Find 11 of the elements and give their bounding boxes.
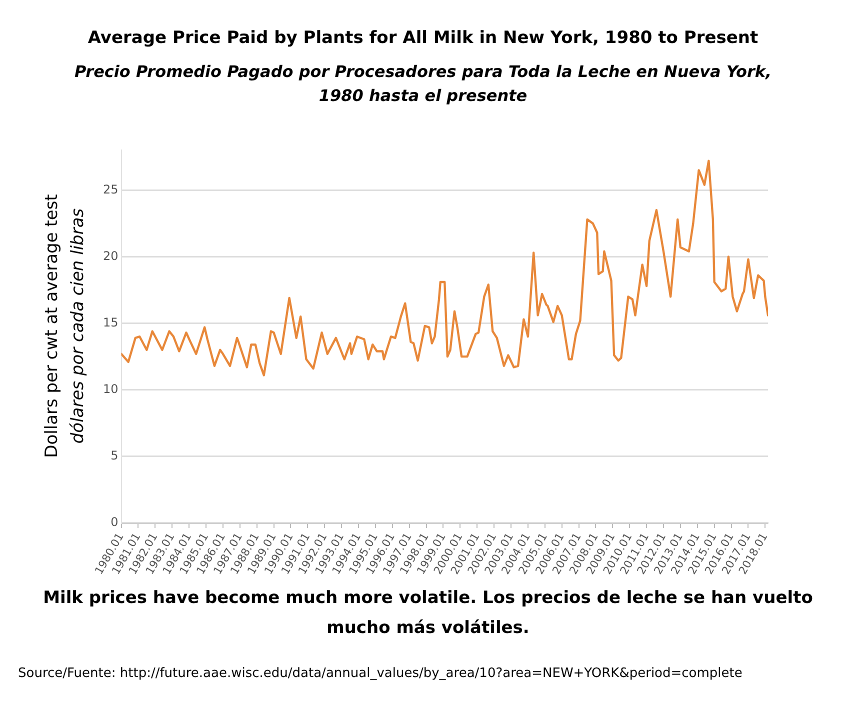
y-tick-label: 0	[110, 515, 118, 530]
source-note: Source/Fuente: http://future.aae.wisc.edu/data/annual_values/by_area/10?area=NEW+YORK&period=complete	[18, 666, 742, 681]
y-tick-label: 5	[110, 448, 118, 463]
y-tick-label: 20	[102, 248, 118, 263]
chart-title: Average Price Paid by Plants for All Milk in New York, 1980 to Present	[86, 28, 760, 48]
text: Milk prices have become much more volatile. Los precios de leche se han vuelto mucho más volátiles.	[42, 587, 814, 640]
y-tick-label: 25	[102, 182, 118, 196]
y-tick-label: 15	[102, 315, 118, 330]
y-tick-label: 10	[102, 382, 118, 396]
chart-subtitle: Precio Promedio Pagado por Procesadores para Toda la Leche en Nueva York, 1980 hasta el presente	[73, 61, 773, 107]
y-axis-title: Dollars per cwt at average test dólares por cada cien libras	[41, 193, 89, 460]
